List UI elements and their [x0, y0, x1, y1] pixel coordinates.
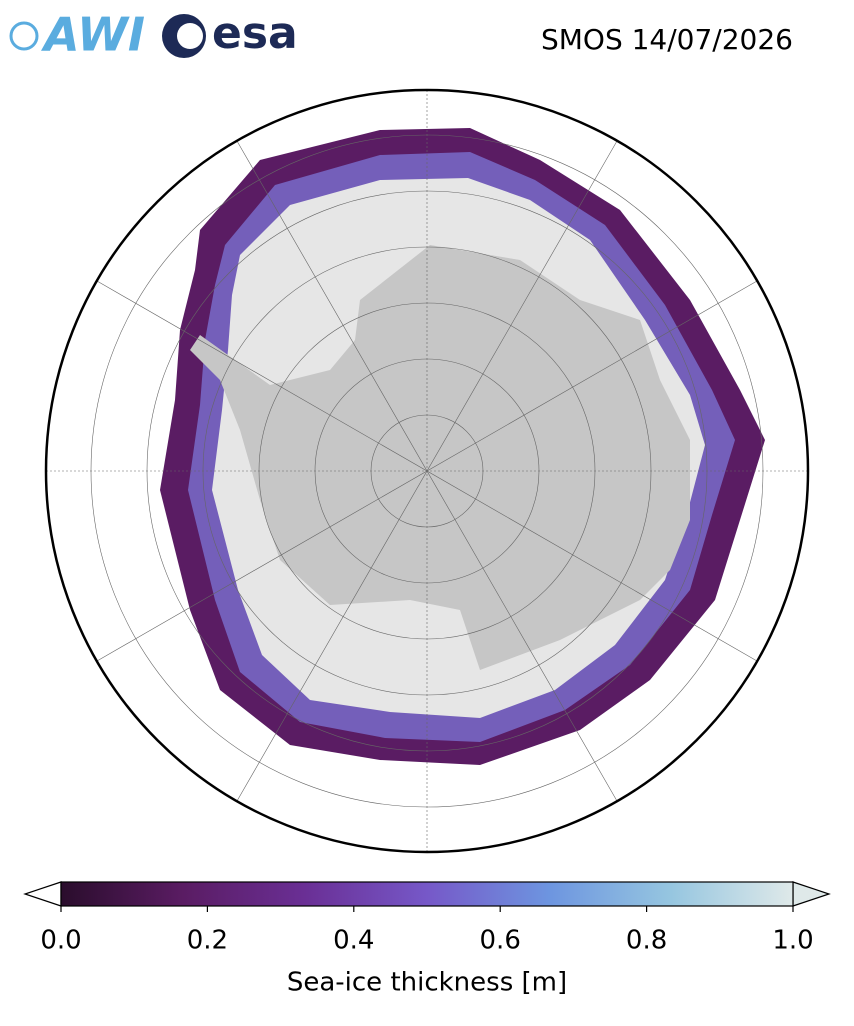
continent [190, 245, 690, 670]
map [46, 90, 808, 852]
colorbar-label: Sea-ice thickness [m] [287, 968, 567, 998]
logo-esa: esa [162, 8, 298, 59]
colorbar-tick-label: 0.6 [480, 926, 521, 956]
colorbar-tick-label: 0.0 [40, 926, 81, 956]
colorbar-tick-label: 0.8 [626, 926, 667, 956]
graticule [46, 90, 808, 852]
colorbar-extend-max [792, 881, 831, 907]
logo-awi-text: AWI [41, 8, 145, 62]
logo-awi: AWI [9, 8, 145, 62]
colorbar-tick-label: 1.0 [772, 926, 813, 956]
colorbar-extend-min [23, 881, 62, 907]
map-frame [44, 88, 810, 854]
colorbar-tick-label: 0.2 [187, 926, 228, 956]
colorbar: 0.0 0.2 0.4 0.6 0.8 1.0 [23, 881, 831, 956]
colorbar-body [60, 881, 794, 907]
title: SMOS 14/07/2026 [541, 23, 793, 56]
logo-esa-text: esa [212, 8, 298, 59]
colorbar-tick-label: 0.4 [333, 926, 374, 956]
